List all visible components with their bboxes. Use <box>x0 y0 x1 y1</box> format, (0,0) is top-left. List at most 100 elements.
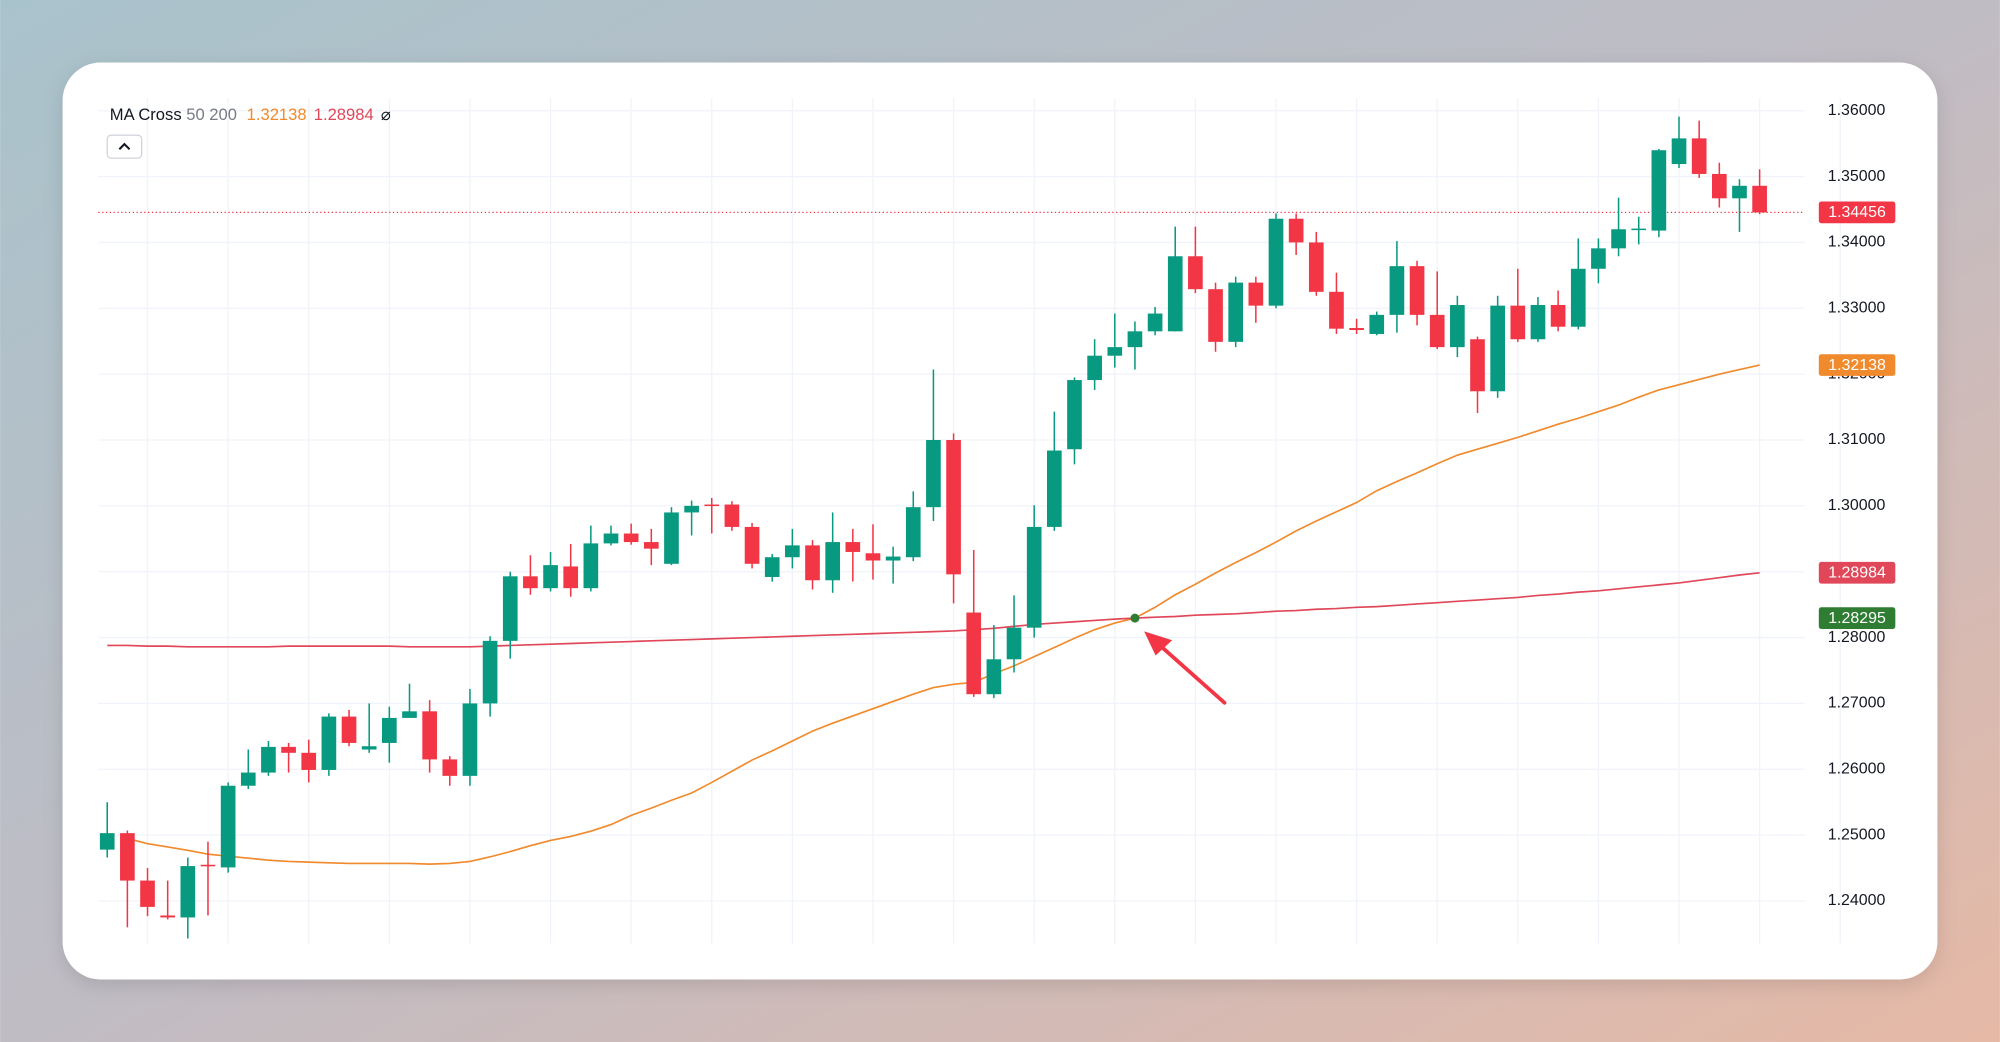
candle-body <box>885 556 901 561</box>
candle-body <box>422 711 437 760</box>
y-tick-label: 1.27000 <box>1828 695 1886 712</box>
candle-body <box>523 576 538 589</box>
y-tick-label: 1.30000 <box>1828 497 1886 514</box>
candle-body <box>301 752 317 770</box>
candle-body <box>382 717 397 743</box>
candle-body <box>1087 355 1102 381</box>
candle-body <box>1208 289 1223 342</box>
candle-body <box>785 545 800 558</box>
y-tick-label: 1.36000 <box>1828 102 1886 119</box>
candle-body <box>482 640 498 704</box>
candle-body <box>120 833 135 881</box>
collapse-button[interactable] <box>106 134 143 159</box>
candle-body <box>1611 229 1626 249</box>
candle-body <box>1369 314 1385 334</box>
candle-body <box>442 759 458 776</box>
candle-body <box>1268 218 1284 306</box>
y-tick-label: 1.34000 <box>1828 234 1886 251</box>
candle-body <box>865 553 881 561</box>
indicator-name: MA Cross <box>110 105 182 124</box>
legend-fast-value: 1.32138 <box>247 105 307 124</box>
candle-body <box>1006 627 1022 660</box>
annotation-arrow <box>1144 631 1227 705</box>
candle-body <box>1732 185 1747 199</box>
plot: 1.240001.250001.260001.270001.280001.290… <box>98 102 1896 939</box>
candle-body <box>1651 150 1667 231</box>
arrow-head <box>1144 631 1173 656</box>
candle-body <box>543 565 558 589</box>
y-tick-label: 1.28000 <box>1828 629 1886 646</box>
candle-body <box>240 772 256 786</box>
last-price-label: 1.34456 <box>1828 204 1886 221</box>
candle-body <box>99 833 115 850</box>
candle-body <box>1570 268 1586 327</box>
y-tick-label: 1.33000 <box>1828 299 1886 316</box>
candle-body <box>1691 138 1707 174</box>
candle-body <box>220 785 236 868</box>
ma-price-label: 1.32138 <box>1828 357 1886 374</box>
candle-body <box>321 716 337 770</box>
candle-body <box>1188 256 1203 290</box>
candle-body <box>583 543 599 589</box>
candle-body <box>1127 331 1143 348</box>
candle-body <box>1147 313 1163 332</box>
last-price-label-bg <box>1818 201 1896 224</box>
candle-body <box>764 557 780 577</box>
candle-body <box>1308 242 1324 292</box>
cross-price-label-bg <box>1818 607 1896 629</box>
indicator-symbol: ⌀ <box>381 105 391 124</box>
candle-body <box>905 507 921 558</box>
candle-body <box>966 612 982 695</box>
candle-body <box>1409 266 1425 315</box>
chevron-icon[interactable] <box>118 142 131 150</box>
candle-body <box>200 864 216 867</box>
candle-body <box>1631 228 1647 231</box>
candle-body <box>946 439 961 575</box>
candle-body <box>1671 138 1687 165</box>
candle-body <box>1026 526 1042 628</box>
candle-body <box>1752 185 1767 213</box>
ma-line <box>107 571 1760 648</box>
candle-body <box>1228 282 1244 342</box>
candle-body <box>1530 304 1546 340</box>
candle-body <box>1349 328 1364 331</box>
candle-body <box>684 505 699 513</box>
candle-body <box>140 880 155 907</box>
candle-body <box>502 576 518 641</box>
candle-body <box>563 566 579 589</box>
ma-price-label-bg <box>1818 561 1896 584</box>
button-frame[interactable] <box>106 134 143 159</box>
y-tick-label: 1.24000 <box>1828 892 1886 909</box>
candle-body <box>1450 304 1465 348</box>
candle-body <box>845 542 861 552</box>
candle-body <box>825 542 841 581</box>
candle-body <box>664 512 679 564</box>
ma-line <box>127 364 1760 865</box>
candle-body <box>1389 266 1405 315</box>
candle-body <box>603 533 619 544</box>
indicator-params: 50 200 <box>186 105 237 124</box>
candle-body <box>1329 291 1344 329</box>
ma-price-label-bg <box>1818 354 1896 376</box>
candle-body <box>1167 256 1183 332</box>
candle-body <box>744 526 760 564</box>
candle-body <box>1591 248 1606 269</box>
candle-body <box>1046 450 1062 527</box>
candle-body <box>160 915 176 918</box>
candle-body <box>1288 218 1304 243</box>
candle-body <box>926 439 941 508</box>
candle-body <box>1550 304 1566 327</box>
candle-body <box>643 542 659 549</box>
candle-body <box>724 504 740 527</box>
y-tick-label: 1.26000 <box>1828 760 1886 777</box>
chart-card <box>62 62 1938 980</box>
candle-body <box>704 504 720 507</box>
candle-body <box>1067 380 1082 450</box>
candle-body <box>180 866 196 918</box>
candle-body <box>261 746 276 773</box>
candle-body <box>1107 347 1123 356</box>
candle-body <box>623 533 639 543</box>
candle-body <box>1711 173 1727 199</box>
